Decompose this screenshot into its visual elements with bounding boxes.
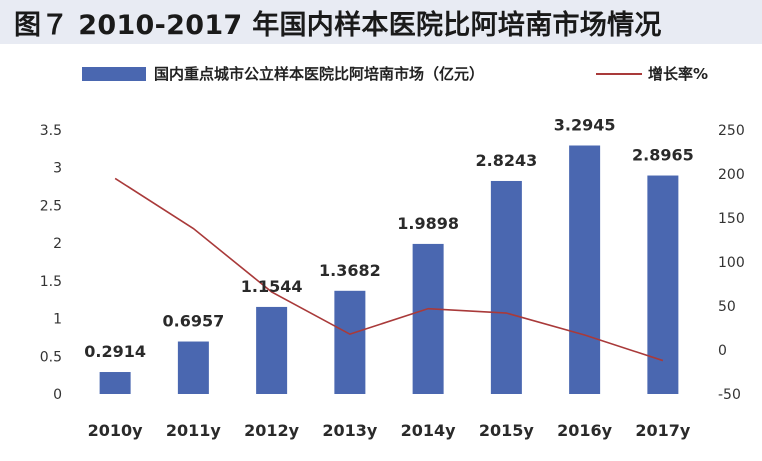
- bar-value-label: 2.8243: [476, 151, 538, 170]
- category-tick-label: 2010y: [88, 421, 144, 440]
- left-tick-label: 0.5: [40, 349, 62, 365]
- left-tick-label: 2: [53, 236, 62, 252]
- left-tick-label: 2.5: [40, 198, 62, 214]
- right-tick-label: 250: [718, 123, 745, 139]
- bar: [647, 175, 679, 394]
- data-labels: 0.2914 0.6957 1.1544 1.3682 1.9898 2.8243 3.29…: [84, 116, 694, 362]
- bar-value-label: 1.3682: [319, 261, 381, 280]
- bar: [490, 180, 522, 394]
- bar-series: [99, 145, 679, 394]
- right-tick-label: -50: [718, 387, 741, 403]
- left-tick-label: 1: [53, 312, 62, 328]
- legend: 国内重点城市公立样本医院比阿培南市场（亿元） 增长率%: [82, 65, 708, 83]
- right-tick-label: 150: [718, 211, 745, 227]
- bar-value-label: 0.2914: [84, 342, 146, 361]
- bar-value-label: 2.8965: [632, 146, 694, 165]
- category-axis: 2010y 2011y 2012y 2013y 2014y 2015y 2016y 2017y: [88, 421, 691, 440]
- bar-value-label: 1.1544: [241, 277, 303, 296]
- title-band: 图７ 2010-2017 年国内样本医院比阿培南市场情况: [0, 0, 762, 44]
- left-tick-label: 0: [53, 387, 62, 403]
- bar: [99, 372, 131, 394]
- bar: [569, 145, 601, 394]
- figure-title: 图７ 2010-2017 年国内样本医院比阿培南市场情况: [14, 10, 662, 41]
- left-axis: 0 0.5 1 1.5 2 2.5 3 3.5: [40, 123, 62, 403]
- category-tick-label: 2016y: [557, 421, 613, 440]
- category-tick-label: 2017y: [635, 421, 691, 440]
- right-tick-label: 50: [718, 299, 736, 315]
- legend-line-label: 增长率%: [648, 65, 708, 83]
- right-tick-label: 0: [718, 343, 727, 359]
- left-tick-label: 3.5: [40, 123, 62, 139]
- legend-bar-label: 国内重点城市公立样本医院比阿培南市场（亿元）: [154, 65, 484, 83]
- bar-value-label: 3.2945: [554, 116, 616, 135]
- bar: [334, 290, 366, 394]
- bar-value-label: 1.9898: [397, 214, 459, 233]
- category-tick-label: 2011y: [166, 421, 222, 440]
- category-tick-label: 2013y: [322, 421, 378, 440]
- chart-panel: 国内重点城市公立样本医院比阿培南市场（亿元） 增长率% 0 0.5 1 1.5 2 2.5…: [6, 48, 756, 456]
- category-tick-label: 2012y: [244, 421, 300, 440]
- category-tick-label: 2015y: [479, 421, 535, 440]
- left-tick-label: 3: [53, 161, 62, 177]
- bar: [177, 341, 209, 394]
- bar-value-label: 0.6957: [163, 312, 225, 331]
- bar: [412, 243, 444, 394]
- growth-line: [114, 177, 664, 362]
- right-tick-label: 100: [718, 255, 745, 271]
- legend-bar-swatch: [82, 67, 146, 81]
- right-axis: -50 0 50 100 150 200 250: [718, 123, 745, 403]
- category-tick-label: 2014y: [401, 421, 457, 440]
- left-tick-label: 1.5: [40, 274, 62, 290]
- right-tick-label: 200: [718, 167, 745, 183]
- growth-line-series: [114, 177, 664, 362]
- bar: [256, 306, 288, 394]
- combo-chart: 国内重点城市公立样本医院比阿培南市场（亿元） 增长率% 0 0.5 1 1.5 2 2.5…: [40, 65, 745, 440]
